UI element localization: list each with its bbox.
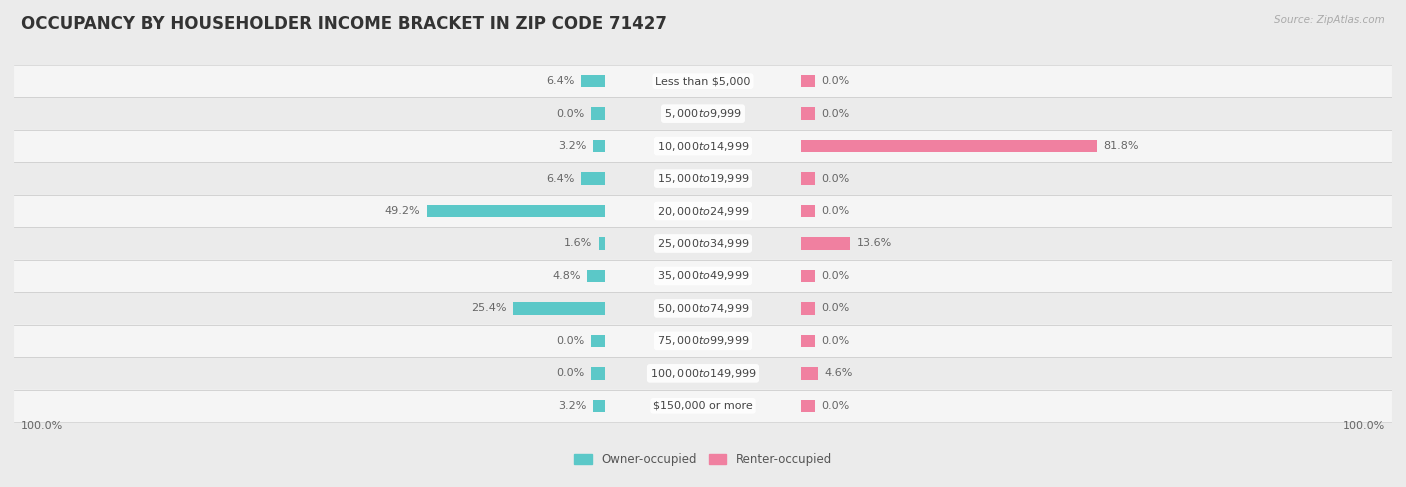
- Text: 6.4%: 6.4%: [547, 173, 575, 184]
- Bar: [801, 400, 814, 412]
- Bar: [599, 237, 605, 250]
- Bar: [801, 237, 851, 250]
- Text: 0.0%: 0.0%: [821, 303, 849, 314]
- Bar: [801, 75, 814, 87]
- FancyBboxPatch shape: [14, 195, 1392, 227]
- Bar: [582, 172, 605, 185]
- Text: 3.2%: 3.2%: [558, 401, 586, 411]
- Bar: [592, 108, 605, 120]
- Bar: [588, 270, 605, 282]
- Bar: [801, 172, 814, 185]
- Bar: [592, 367, 605, 379]
- FancyBboxPatch shape: [14, 357, 1392, 390]
- Text: OCCUPANCY BY HOUSEHOLDER INCOME BRACKET IN ZIP CODE 71427: OCCUPANCY BY HOUSEHOLDER INCOME BRACKET …: [21, 15, 666, 33]
- Bar: [427, 205, 605, 217]
- FancyBboxPatch shape: [14, 227, 1392, 260]
- Bar: [593, 140, 605, 152]
- Text: 4.8%: 4.8%: [553, 271, 581, 281]
- Text: 81.8%: 81.8%: [1104, 141, 1139, 151]
- Legend: Owner-occupied, Renter-occupied: Owner-occupied, Renter-occupied: [569, 449, 837, 471]
- Text: 0.0%: 0.0%: [821, 109, 849, 119]
- Text: 100.0%: 100.0%: [21, 421, 63, 431]
- Text: 49.2%: 49.2%: [385, 206, 420, 216]
- Bar: [582, 75, 605, 87]
- Text: $75,000 to $99,999: $75,000 to $99,999: [657, 335, 749, 347]
- Bar: [801, 302, 814, 315]
- Text: 0.0%: 0.0%: [821, 206, 849, 216]
- Text: $100,000 to $149,999: $100,000 to $149,999: [650, 367, 756, 380]
- Bar: [801, 140, 1097, 152]
- Text: $20,000 to $24,999: $20,000 to $24,999: [657, 205, 749, 218]
- Text: Source: ZipAtlas.com: Source: ZipAtlas.com: [1274, 15, 1385, 25]
- Text: 0.0%: 0.0%: [821, 336, 849, 346]
- FancyBboxPatch shape: [14, 325, 1392, 357]
- Text: $15,000 to $19,999: $15,000 to $19,999: [657, 172, 749, 185]
- Text: 13.6%: 13.6%: [858, 239, 893, 248]
- Text: 100.0%: 100.0%: [1343, 421, 1385, 431]
- Bar: [592, 335, 605, 347]
- FancyBboxPatch shape: [14, 292, 1392, 325]
- Text: 0.0%: 0.0%: [821, 401, 849, 411]
- Text: $50,000 to $74,999: $50,000 to $74,999: [657, 302, 749, 315]
- Bar: [801, 108, 814, 120]
- Text: 0.0%: 0.0%: [821, 173, 849, 184]
- Bar: [801, 205, 814, 217]
- FancyBboxPatch shape: [14, 97, 1392, 130]
- Text: $35,000 to $49,999: $35,000 to $49,999: [657, 269, 749, 282]
- Text: 4.6%: 4.6%: [824, 368, 853, 378]
- Text: 1.6%: 1.6%: [564, 239, 592, 248]
- Text: Less than $5,000: Less than $5,000: [655, 76, 751, 86]
- Text: $150,000 or more: $150,000 or more: [654, 401, 752, 411]
- FancyBboxPatch shape: [14, 162, 1392, 195]
- Bar: [801, 335, 814, 347]
- FancyBboxPatch shape: [14, 260, 1392, 292]
- Text: $5,000 to $9,999: $5,000 to $9,999: [664, 107, 742, 120]
- Text: 25.4%: 25.4%: [471, 303, 506, 314]
- Text: 0.0%: 0.0%: [821, 271, 849, 281]
- Text: 0.0%: 0.0%: [557, 336, 585, 346]
- FancyBboxPatch shape: [14, 390, 1392, 422]
- FancyBboxPatch shape: [14, 130, 1392, 162]
- Bar: [801, 367, 818, 379]
- Text: 3.2%: 3.2%: [558, 141, 586, 151]
- Text: 0.0%: 0.0%: [557, 368, 585, 378]
- Text: $25,000 to $34,999: $25,000 to $34,999: [657, 237, 749, 250]
- Bar: [801, 270, 814, 282]
- Text: 6.4%: 6.4%: [547, 76, 575, 86]
- FancyBboxPatch shape: [14, 65, 1392, 97]
- Text: 0.0%: 0.0%: [557, 109, 585, 119]
- Bar: [593, 400, 605, 412]
- Text: $10,000 to $14,999: $10,000 to $14,999: [657, 140, 749, 152]
- Text: 0.0%: 0.0%: [821, 76, 849, 86]
- Bar: [513, 302, 605, 315]
